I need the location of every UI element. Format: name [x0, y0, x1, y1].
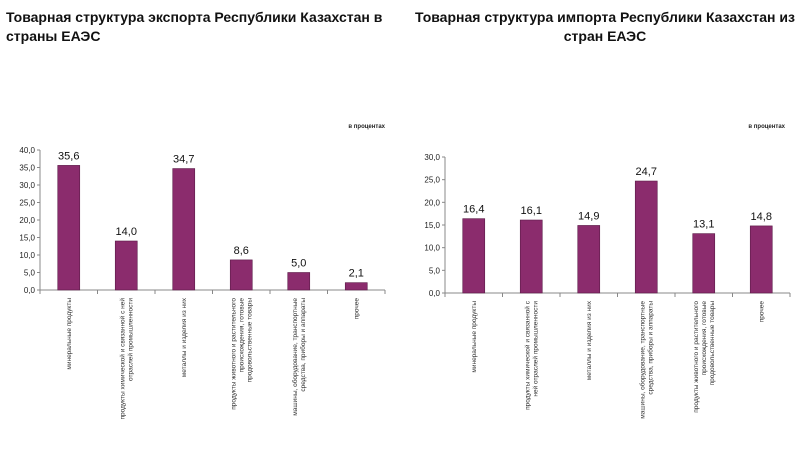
category-label-line: происхождения, готовые [238, 298, 245, 373]
y-tick-label: 20,0 [19, 216, 35, 225]
category-label-line: продовольственные товары [709, 301, 716, 386]
category-label-line: продукты животного и растительного [230, 298, 237, 410]
data-label: 5,0 [291, 258, 306, 270]
y-tick-label: 30,0 [424, 153, 440, 162]
bar [344, 282, 368, 291]
y-tick-label: 25,0 [424, 176, 440, 185]
bar [114, 240, 138, 291]
category-label: прочее [353, 298, 360, 320]
category-label-line: продукты химической и связанной с [523, 300, 531, 410]
category-label-line: машины, оборудование, транспортные [638, 301, 646, 419]
category-label: прочее [758, 301, 765, 323]
category-label: продукты животного и растительногопроисх… [693, 301, 716, 413]
y-tick-label: 5,0 [24, 269, 36, 278]
category-label-line: средства, приборы и аппараты [299, 298, 307, 392]
data-label: 13,1 [693, 219, 714, 231]
y-tick-label: 10,0 [19, 251, 35, 260]
category-label-line: средства, приборы и аппараты [646, 301, 654, 395]
category-label: минеральные продукты [471, 301, 478, 373]
category-label-line: прочее [353, 298, 360, 320]
data-label: 16,1 [521, 205, 542, 217]
bar [57, 165, 81, 291]
data-label: 14,0 [116, 226, 137, 238]
category-label: металлы и изделия из них [586, 300, 593, 380]
y-tick-label: 25,0 [19, 199, 35, 208]
category-label: продукты животного и растительногопроисх… [230, 298, 253, 410]
category-label: продукты химической и связанной сней отр… [523, 300, 539, 410]
category-label-line: металлы и изделия из них [181, 297, 188, 377]
data-label: 35,6 [58, 150, 79, 162]
y-tick-label: 15,0 [19, 234, 35, 243]
data-label: 14,8 [751, 211, 772, 223]
category-label: минеральные продукты [66, 298, 73, 370]
y-tick-label: 5,0 [429, 266, 441, 275]
data-label: 8,6 [234, 245, 249, 257]
y-tick-label: 0,0 [24, 286, 36, 295]
data-label: 34,7 [173, 154, 194, 166]
category-label-line: металлы и изделия из них [586, 300, 593, 380]
y-tick-label: 35,0 [19, 164, 35, 173]
data-label: 14,9 [578, 210, 599, 222]
bar [577, 225, 601, 294]
category-label-line: продукты химической и связанной с ней [118, 298, 126, 420]
category-label-line: ней отраслей промышленности [531, 301, 539, 397]
category-label-line: минеральные продукты [66, 298, 73, 370]
unit-note: в процентах [748, 124, 785, 130]
bar [287, 272, 311, 291]
category-label: машины, оборудование, транспортныесредст… [638, 301, 654, 419]
category-label: продукты химической и связанной с нейотр… [118, 298, 134, 420]
import-chart-title: Товарная структура импорта Республики Ка… [415, 9, 795, 44]
category-label-line: прочее [758, 301, 765, 323]
bar [462, 218, 486, 294]
y-tick-label: 15,0 [424, 221, 440, 230]
category-label-line: машины, оборудование, транспортные [291, 298, 299, 416]
bar [229, 259, 253, 291]
category-label: машины, оборудование, транспортныесредст… [291, 298, 307, 416]
bar [519, 219, 543, 294]
bar [634, 180, 658, 294]
bar [172, 168, 196, 291]
data-label: 16,4 [463, 204, 484, 216]
unit-note: в процентах [348, 124, 385, 130]
y-tick-label: 0,0 [429, 289, 441, 298]
category-label-line: минеральные продукты [471, 301, 478, 373]
export-chart-title: Товарная структура экспорта Республики К… [6, 9, 383, 44]
category-label: металлы и изделия из них [181, 297, 188, 377]
data-label: 2,1 [349, 268, 364, 280]
y-tick-label: 30,0 [19, 181, 35, 190]
category-label-line: продовольственные товары [246, 298, 253, 383]
category-label-line: продукты животного и растительного [693, 301, 700, 413]
y-tick-label: 20,0 [424, 198, 440, 207]
category-label-line: отраслей промышленности [126, 298, 134, 381]
data-label: 24,7 [636, 166, 657, 178]
category-label-line: происхождения, готовые [701, 301, 708, 376]
y-tick-label: 40,0 [19, 146, 35, 155]
y-tick-label: 10,0 [424, 244, 440, 253]
bar [749, 225, 773, 294]
bar [692, 233, 716, 294]
